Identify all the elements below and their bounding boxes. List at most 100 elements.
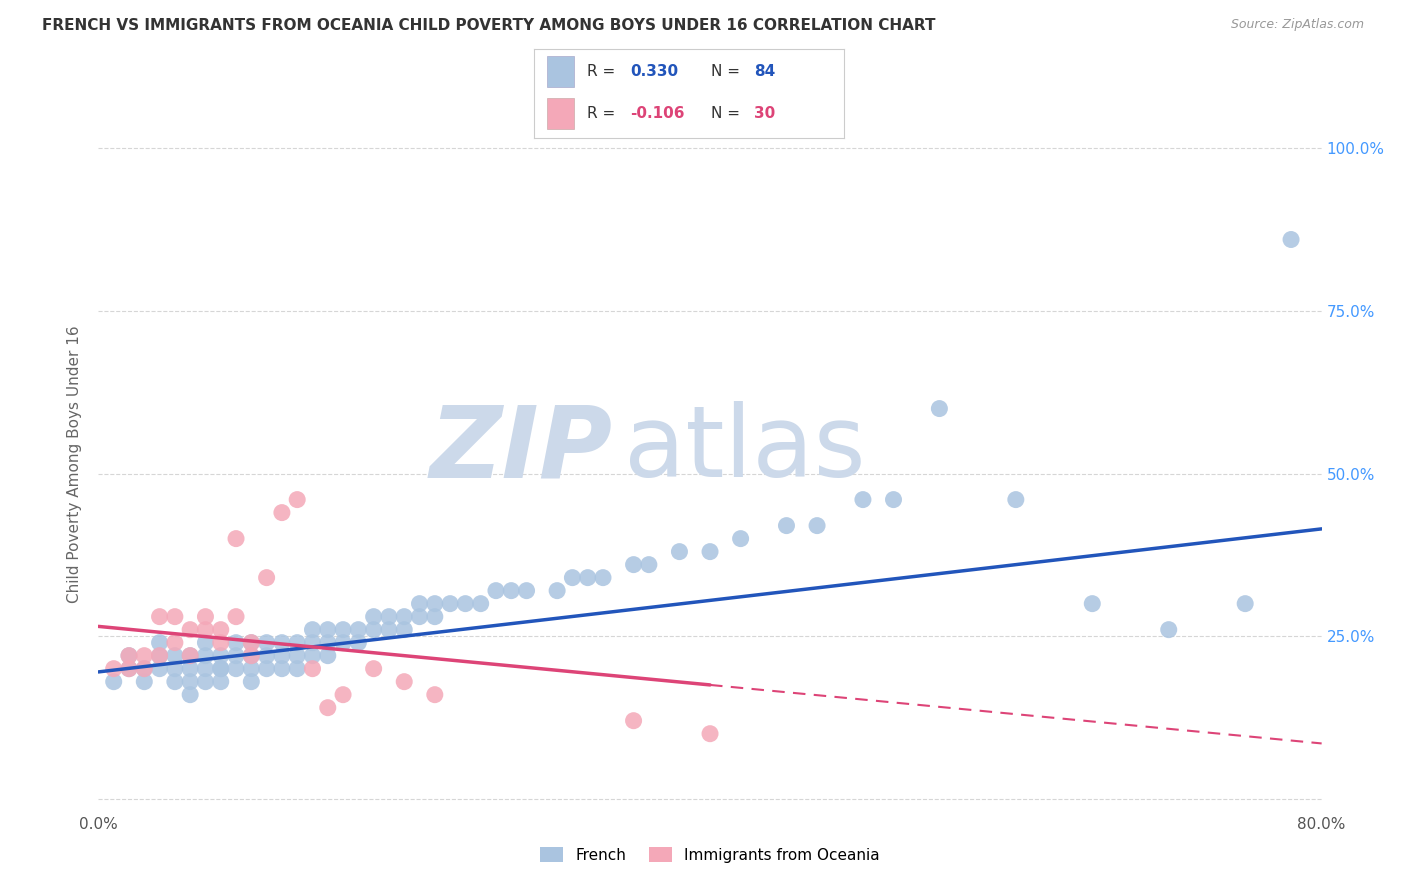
Point	[668, 544, 690, 558]
Point	[392, 674, 416, 689]
Point	[1081, 597, 1104, 611]
Point	[118, 662, 141, 676]
Point	[485, 583, 508, 598]
Point	[256, 635, 278, 649]
Point	[623, 714, 645, 728]
Point	[194, 674, 217, 689]
Point	[316, 623, 339, 637]
Point	[347, 635, 370, 649]
Point	[285, 635, 308, 649]
Point	[240, 674, 263, 689]
Point	[149, 609, 172, 624]
Point	[194, 662, 217, 676]
Point	[392, 609, 416, 624]
Point	[347, 623, 370, 637]
Point	[301, 648, 323, 663]
Bar	[547, 56, 575, 87]
Point	[576, 571, 599, 585]
Point	[285, 492, 308, 507]
Point	[363, 609, 385, 624]
Y-axis label: Child Poverty Among Boys Under 16: Child Poverty Among Boys Under 16	[67, 325, 83, 603]
Point	[179, 623, 201, 637]
Point	[194, 648, 217, 663]
Point	[209, 674, 232, 689]
Point	[408, 597, 430, 611]
Point	[240, 648, 263, 663]
Point	[225, 532, 247, 546]
Point	[1279, 233, 1302, 247]
Point	[209, 662, 232, 676]
Point	[546, 583, 568, 598]
Point	[149, 662, 172, 676]
Point	[118, 648, 141, 663]
Point	[332, 688, 354, 702]
Text: R =: R =	[586, 106, 620, 121]
Point	[163, 674, 186, 689]
Text: ZIP: ZIP	[429, 401, 612, 499]
Point	[301, 635, 323, 649]
Point	[256, 571, 278, 585]
Point	[516, 583, 538, 598]
Point	[699, 544, 721, 558]
Point	[240, 635, 263, 649]
Point	[439, 597, 461, 611]
Text: FRENCH VS IMMIGRANTS FROM OCEANIA CHILD POVERTY AMONG BOYS UNDER 16 CORRELATION : FRENCH VS IMMIGRANTS FROM OCEANIA CHILD …	[42, 18, 935, 33]
Point	[285, 648, 308, 663]
Point	[149, 648, 172, 663]
Point	[270, 506, 292, 520]
Point	[363, 623, 385, 637]
Point	[423, 597, 446, 611]
Text: atlas: atlas	[624, 401, 866, 499]
Point	[332, 635, 354, 649]
Point	[194, 623, 217, 637]
Point	[378, 609, 401, 624]
Point	[134, 648, 156, 663]
Point	[179, 648, 201, 663]
Point	[225, 648, 247, 663]
Point	[149, 648, 172, 663]
Point	[103, 662, 125, 676]
Text: N =: N =	[710, 106, 744, 121]
Text: 30: 30	[754, 106, 775, 121]
Point	[332, 623, 354, 637]
Point	[378, 623, 401, 637]
Point	[225, 662, 247, 676]
Point	[179, 648, 201, 663]
Point	[316, 648, 339, 663]
Point	[928, 401, 950, 416]
Point	[256, 662, 278, 676]
Point	[225, 609, 247, 624]
Point	[637, 558, 661, 572]
Point	[1004, 492, 1026, 507]
Point	[301, 623, 323, 637]
Point	[179, 688, 201, 702]
Point	[209, 635, 232, 649]
Point	[501, 583, 523, 598]
Point	[270, 662, 292, 676]
Point	[301, 662, 323, 676]
Point	[285, 662, 308, 676]
Point	[118, 662, 141, 676]
Point	[240, 635, 263, 649]
Text: 84: 84	[754, 64, 775, 79]
Text: 0.330: 0.330	[630, 64, 678, 79]
Point	[209, 662, 232, 676]
Point	[1157, 623, 1180, 637]
Point	[179, 674, 201, 689]
Point	[134, 674, 156, 689]
Point	[240, 662, 263, 676]
Text: Source: ZipAtlas.com: Source: ZipAtlas.com	[1230, 18, 1364, 31]
Point	[179, 662, 201, 676]
Point	[454, 597, 477, 611]
Point	[408, 609, 430, 624]
Point	[225, 635, 247, 649]
Point	[699, 727, 721, 741]
Point	[423, 688, 446, 702]
Text: R =: R =	[586, 64, 620, 79]
Point	[730, 532, 752, 546]
Point	[316, 700, 339, 714]
Point	[194, 635, 217, 649]
Point	[163, 648, 186, 663]
Point	[561, 571, 583, 585]
Point	[270, 635, 292, 649]
